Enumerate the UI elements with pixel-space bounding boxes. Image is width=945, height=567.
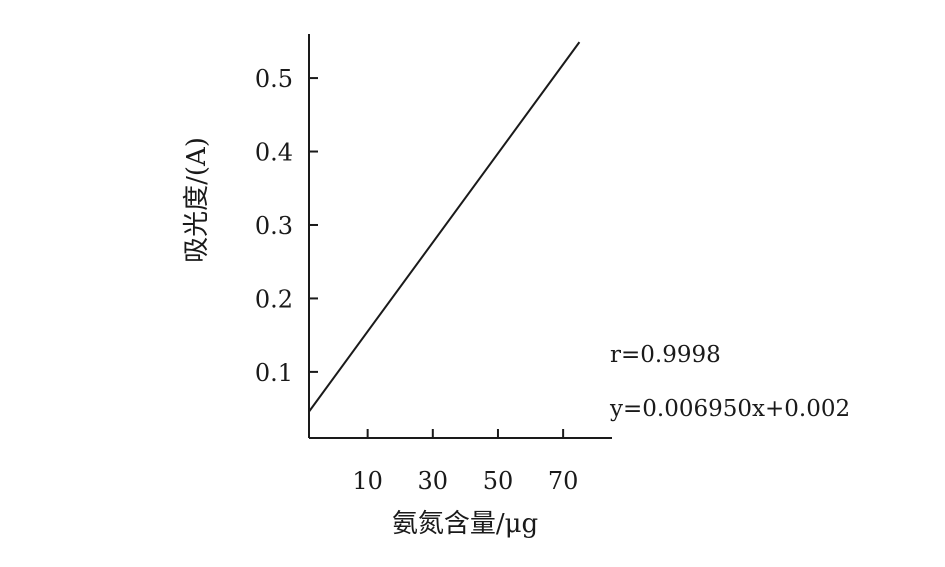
x-axis-title: 氨氮含量/μg — [392, 509, 538, 539]
x-tick-label: 70 — [548, 467, 579, 495]
y-ticks: 0.1 0.2 0.3 0.4 0.5 — [255, 65, 318, 387]
y-tick-label: 0.4 — [255, 139, 293, 167]
y-tick-label: 0.2 — [255, 285, 293, 313]
regression-equation-annotation: y=0.006950x+0.002 — [609, 396, 850, 422]
y-axis-title: 吸光度/(A) — [182, 137, 212, 263]
x-tick-label: 30 — [418, 467, 449, 495]
y-tick-label: 0.3 — [255, 212, 293, 240]
axes — [308, 34, 612, 439]
series — [308, 41, 581, 413]
x-ticks: 10 30 50 70 — [352, 429, 578, 495]
y-tick-label: 0.1 — [255, 359, 293, 387]
calibration-line — [308, 41, 581, 413]
x-tick-label: 50 — [483, 467, 514, 495]
y-tick-label: 0.5 — [255, 65, 293, 93]
correlation-annotation: r=0.9998 — [610, 342, 721, 368]
x-tick-label: 10 — [352, 467, 383, 495]
